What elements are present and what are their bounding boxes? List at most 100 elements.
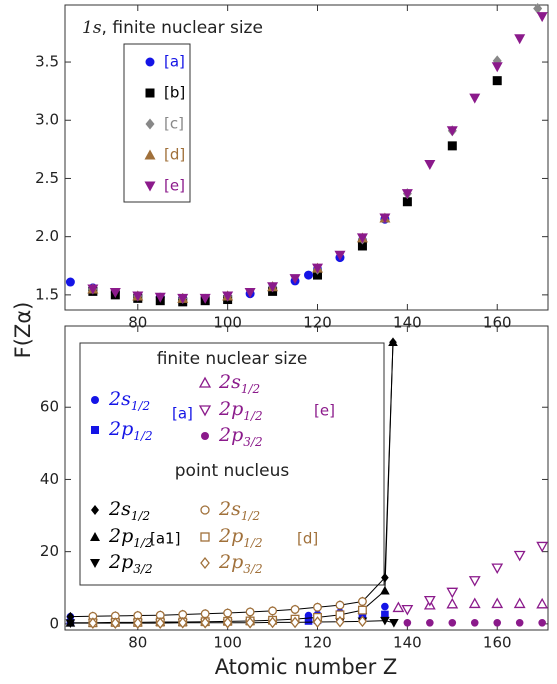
legend-name: 2p <box>218 551 243 573</box>
legend-label: [e] <box>164 177 185 195</box>
marker <box>403 618 412 627</box>
marker <box>388 337 398 347</box>
marker <box>267 616 278 629</box>
x-axis-label: Atomic number Z <box>215 655 398 679</box>
x-tick-label: 80 <box>128 314 147 332</box>
y-tick-label: 2.5 <box>35 169 59 187</box>
marker <box>155 617 165 629</box>
marker <box>133 617 143 629</box>
legend-label: 2p1/2 <box>108 525 153 550</box>
legend-marker <box>200 505 210 515</box>
legend-ref: [d] <box>297 530 318 548</box>
marker <box>200 609 210 619</box>
marker <box>426 618 434 627</box>
marker <box>380 585 390 595</box>
legend-subscript: 3/2 <box>243 562 262 576</box>
x-tick-label: 100 <box>213 314 242 332</box>
legend-marker <box>144 181 156 192</box>
marker <box>491 563 504 575</box>
y-axis-label: F(Zα) <box>11 302 35 359</box>
marker <box>267 282 279 293</box>
marker <box>381 610 389 619</box>
legend-label: 2p3/2 <box>218 424 263 449</box>
marker <box>513 597 526 609</box>
marker <box>109 288 121 299</box>
legend-name: 2p <box>218 424 243 446</box>
marker <box>244 288 256 299</box>
legend-label: 2p1/2 <box>108 418 153 443</box>
legend-label: 2p3/2 <box>218 551 263 576</box>
legend-marker <box>90 559 100 568</box>
marker <box>313 602 322 612</box>
marker <box>245 616 255 629</box>
top-title: 1s, finite nuclear size <box>82 18 263 39</box>
marker <box>470 618 479 627</box>
marker <box>268 606 278 616</box>
marker <box>446 597 459 609</box>
marker <box>536 12 548 23</box>
y-tick-label: 60 <box>40 398 59 416</box>
marker <box>380 616 390 626</box>
marker <box>335 615 345 628</box>
marker <box>313 270 323 280</box>
marker <box>446 587 459 599</box>
marker <box>514 34 526 45</box>
marker <box>178 616 188 629</box>
legend-heading: point nucleus <box>175 461 290 481</box>
marker <box>334 250 346 261</box>
marker <box>513 550 526 562</box>
legend-label: [d] <box>164 146 185 164</box>
legend-label: [b] <box>164 84 185 102</box>
legend-marker <box>145 57 155 67</box>
legend-name: 2p <box>108 418 133 440</box>
x-tick-label: 100 <box>213 634 242 652</box>
legend-marker <box>91 426 99 434</box>
marker <box>304 617 313 625</box>
legend-ref: [e] <box>314 402 335 420</box>
marker <box>335 600 345 610</box>
x-tick-label: 160 <box>483 314 512 332</box>
legend-label: 2p3/2 <box>108 551 153 576</box>
top-legend-box <box>123 43 191 203</box>
marker <box>493 618 502 627</box>
marker <box>538 618 546 627</box>
marker <box>468 576 481 587</box>
marker <box>154 292 166 303</box>
marker <box>448 618 457 627</box>
marker <box>290 616 300 629</box>
y-tick-label: 3.5 <box>35 53 59 71</box>
marker <box>381 602 389 611</box>
x-tick-label: 120 <box>303 314 332 332</box>
legend-name: 2p <box>108 551 133 573</box>
x-tick-label: 120 <box>303 634 332 652</box>
marker <box>536 597 549 609</box>
y-tick-label: 40 <box>40 470 59 488</box>
marker <box>357 597 367 606</box>
marker <box>88 617 98 629</box>
marker <box>468 597 481 609</box>
legend-subscript: 3/2 <box>243 435 262 449</box>
legend-marker <box>144 149 156 160</box>
y-tick-label: 1.5 <box>35 285 59 303</box>
legend-label: [c] <box>164 115 184 133</box>
marker <box>290 604 300 614</box>
marker <box>392 601 405 613</box>
legend-subscript: 1/2 <box>131 399 150 413</box>
legend-name: 2s <box>108 388 131 410</box>
legend-marker <box>201 432 209 440</box>
marker <box>491 597 504 609</box>
bottom-legend-box <box>79 342 385 586</box>
legend-label: 2p1/2 <box>218 398 263 423</box>
legend-marker <box>198 405 212 417</box>
y-tick-label: 3.0 <box>35 111 59 129</box>
marker <box>533 2 543 14</box>
title-orbital: 1s <box>82 18 102 38</box>
marker <box>402 197 412 207</box>
marker <box>312 263 324 274</box>
marker <box>356 233 368 244</box>
legend-subscript: 1/2 <box>133 536 152 550</box>
marker <box>304 270 314 280</box>
legend-marker <box>198 376 212 388</box>
marker <box>491 62 503 73</box>
bottom-frame <box>64 325 549 631</box>
